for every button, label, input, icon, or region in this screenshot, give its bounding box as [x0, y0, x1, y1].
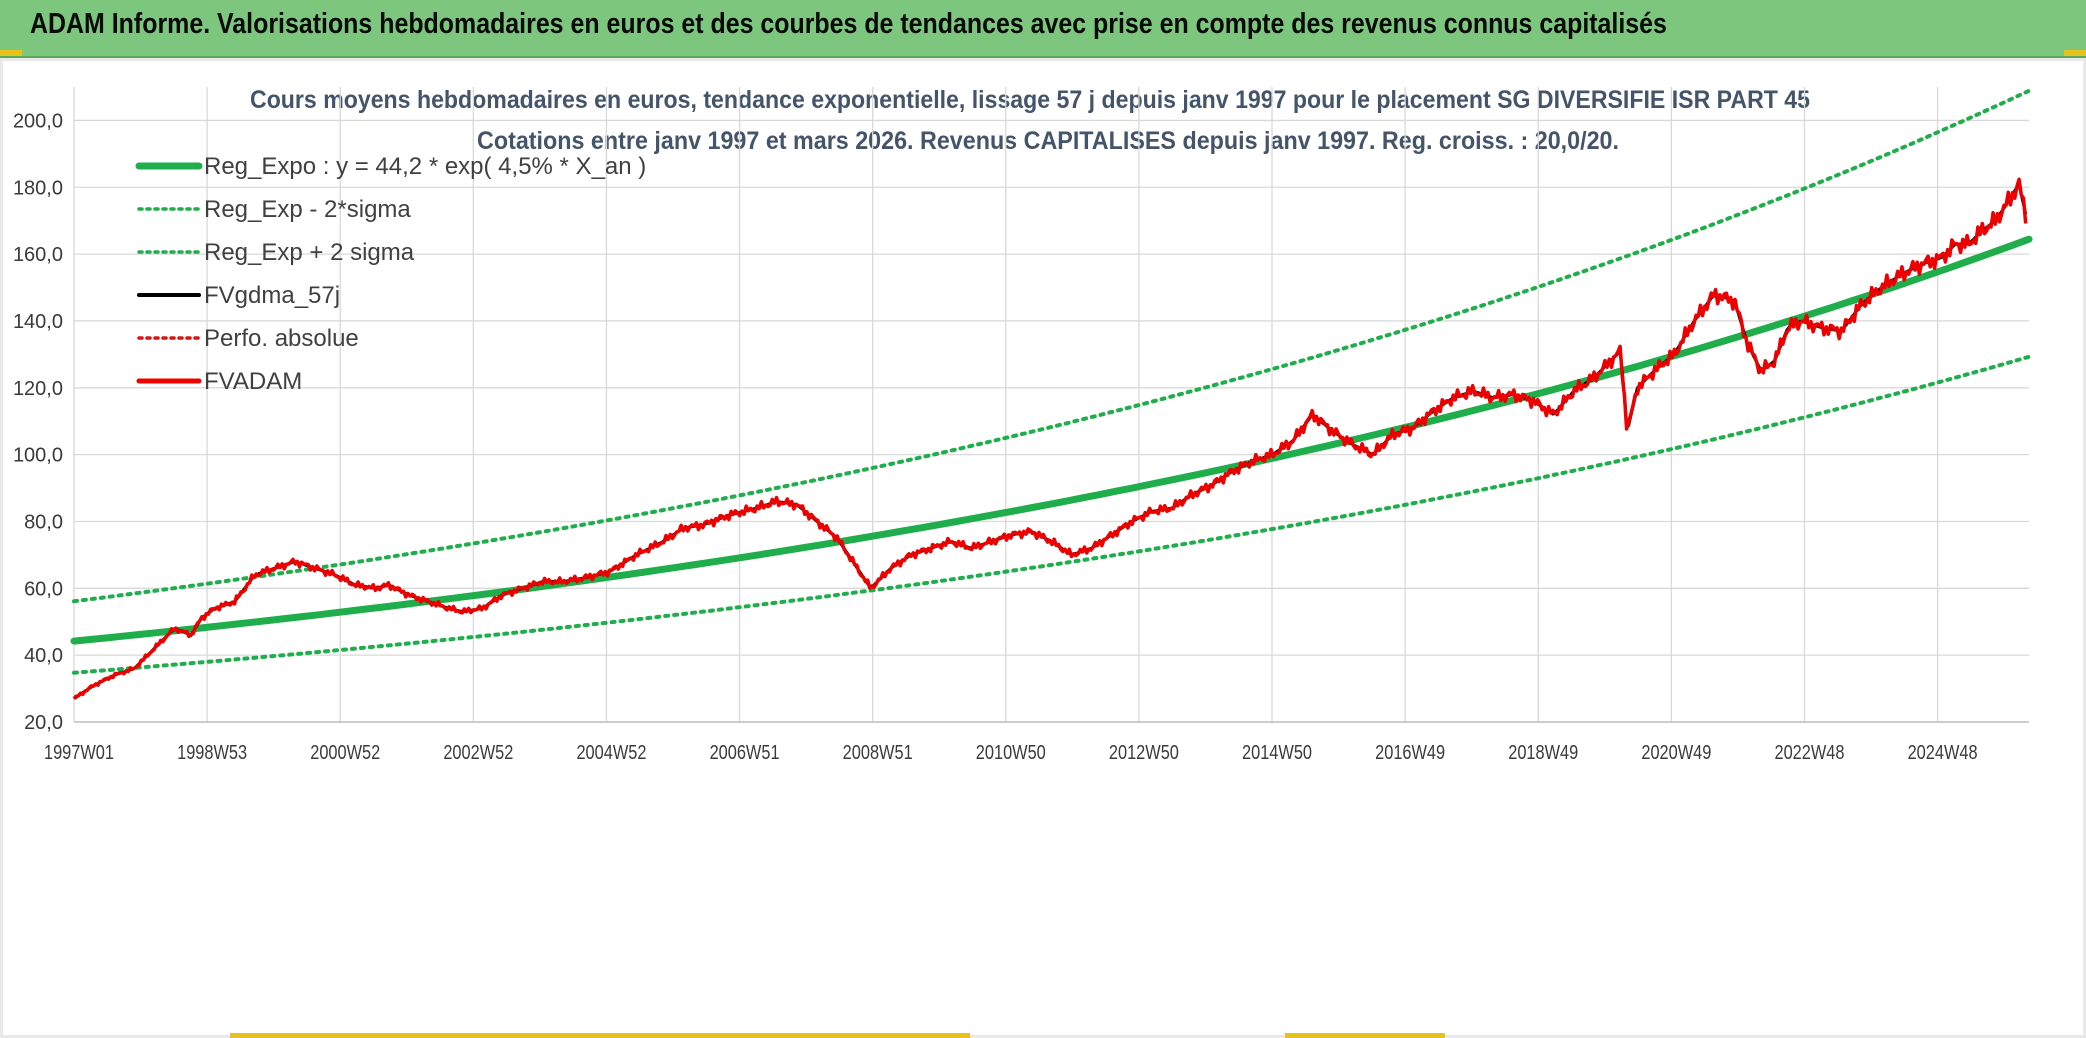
x-tick-label: 2008W51 [843, 742, 913, 764]
x-tick-label: 2004W52 [576, 742, 646, 764]
bottom-accent-2 [1285, 1033, 1445, 1038]
series-line-trend [70, 235, 2033, 645]
legend-label: Reg_Exp + 2 sigma [204, 239, 415, 266]
bottom-accent-1 [230, 1033, 970, 1038]
y-tick-label: 100,0 [13, 445, 63, 467]
series-layer [70, 88, 2033, 700]
y-tick-label: 40,0 [24, 645, 63, 667]
chart-subtitle: Cotations entre janv 1997 et mars 2026. … [477, 127, 1619, 155]
x-tick-label: 2010W50 [976, 742, 1046, 764]
series-line-trend [72, 354, 2031, 675]
legend-label: Reg_Expo : y = 44,2 * exp( 4,5% * X_an ) [204, 153, 646, 180]
x-tick-label: 2006W51 [710, 742, 780, 764]
x-tick-label: 2016W49 [1375, 742, 1445, 764]
y-tick-label: 120,0 [13, 378, 63, 400]
x-tick-label: 1998W53 [177, 742, 247, 764]
x-tick-label: 2012W50 [1109, 742, 1179, 764]
x-tick-label: 2022W48 [1774, 742, 1844, 764]
y-tick-label: 200,0 [13, 110, 63, 132]
y-tick-label: 60,0 [24, 578, 63, 600]
x-tick-label: 1997W01 [44, 742, 114, 764]
legend-label: Reg_Exp - 2*sigma [204, 196, 411, 223]
grid [73, 87, 2029, 723]
chart-area: Cours moyens hebdomadaires en euros, ten… [0, 58, 2086, 1038]
y-tick-label: 160,0 [13, 244, 63, 266]
report-title: ADAM Informe. Valorisations hebdomadaire… [30, 8, 1667, 40]
y-axis-ticks: 20,0 40,0 60,0 80,0 100,0 120,0 140,0 160,0 180,… [13, 110, 63, 734]
y-tick-label: 80,0 [24, 511, 63, 533]
x-axis-ticks: 1997W01 1998W53 2000W52 2002W52 2004W52 2006W… [44, 742, 1978, 764]
y-tick-label: 20,0 [24, 712, 63, 734]
x-tick-label: 2018W49 [1508, 742, 1578, 764]
chart-svg: Cours moyens hebdomadaires en euros, ten… [13, 86, 2033, 764]
legend-label: FVgdma_57j [204, 282, 340, 309]
y-tick-label: 140,0 [13, 311, 63, 333]
chart-title: Cours moyens hebdomadaires en euros, ten… [250, 86, 1810, 114]
x-tick-label: 2024W48 [1908, 742, 1978, 764]
series-line-trend [72, 88, 2031, 604]
corner-accent-left [0, 50, 22, 56]
x-tick-label: 2000W52 [310, 742, 380, 764]
x-tick-label: 2014W50 [1242, 742, 1312, 764]
legend: Reg_Expo : y = 44,2 * exp( 4,5% * X_an )… [135, 153, 646, 395]
x-tick-label: 2020W49 [1641, 742, 1711, 764]
legend-label: FVADAM [204, 368, 302, 395]
corner-accent-right [2064, 50, 2086, 56]
report-banner: ADAM Informe. Valorisations hebdomadaire… [0, 0, 2086, 58]
x-tick-label: 2002W52 [443, 742, 513, 764]
y-tick-label: 180,0 [13, 177, 63, 199]
series-line-price [72, 177, 2028, 700]
legend-label: Perfo. absolue [204, 325, 359, 352]
